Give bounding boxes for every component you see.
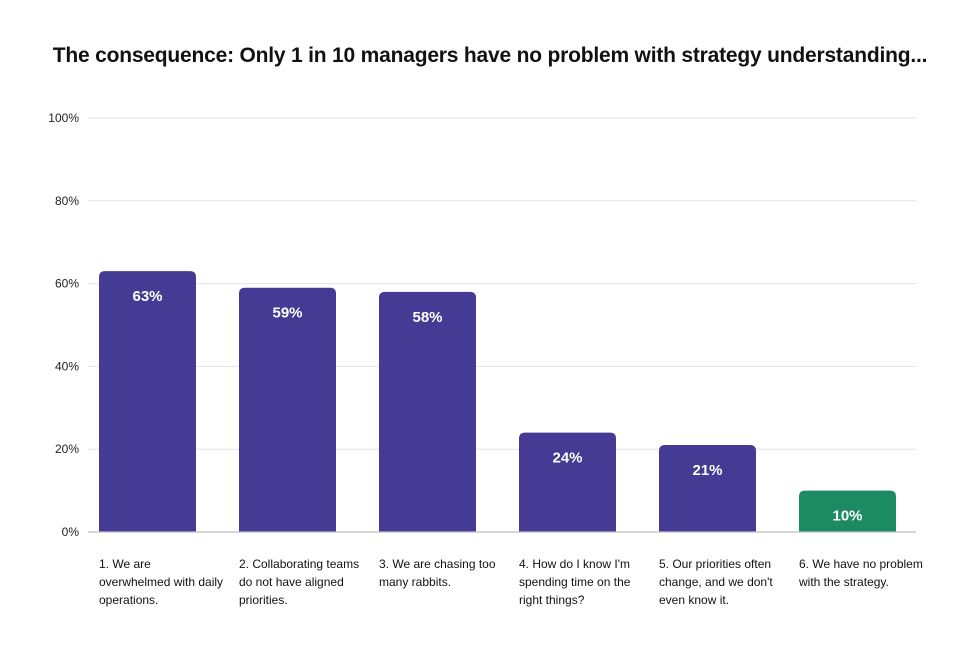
- bar-value-label: 24%: [552, 450, 582, 467]
- y-tick-label: 20%: [55, 442, 79, 456]
- bar: [519, 432, 616, 532]
- bar: [379, 291, 476, 532]
- chart-title: The consequence: Only 1 in 10 managers h…: [52, 44, 928, 67]
- y-tick-label: 0%: [62, 525, 80, 539]
- x-category-label: 5. Our priorities often change, and we d…: [659, 557, 773, 607]
- bar: [659, 445, 756, 532]
- bar-value-label: 58%: [412, 309, 442, 326]
- x-category-label: 1. We are overwhelmed with daily operati…: [99, 557, 224, 607]
- y-tick-label: 100%: [48, 111, 79, 125]
- y-tick-label: 60%: [55, 277, 79, 291]
- y-tick-label: 40%: [55, 359, 79, 373]
- bar-value-label: 10%: [832, 508, 862, 525]
- bar-value-label: 21%: [692, 462, 722, 479]
- x-category-label: 4. How do I know I'm spending time on th…: [519, 557, 631, 607]
- x-category-label: 6. We have no problem with the strategy.: [799, 557, 923, 589]
- x-category-label: 3. We are chasing too many rabbits.: [379, 557, 496, 589]
- y-tick-label: 80%: [55, 194, 79, 208]
- bar: [239, 287, 336, 532]
- bar: [99, 271, 196, 532]
- bar-value-label: 59%: [272, 305, 302, 322]
- bar: [799, 490, 896, 532]
- bar-value-label: 63%: [132, 288, 162, 305]
- x-category-label: 2. Collaborating teams do not have align…: [239, 557, 360, 607]
